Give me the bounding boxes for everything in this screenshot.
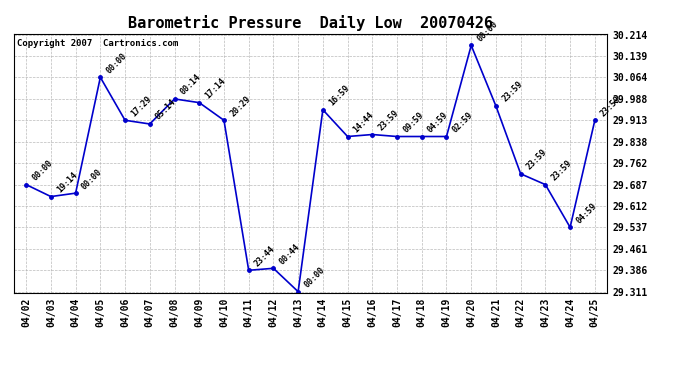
- Text: 00:00: 00:00: [80, 167, 104, 191]
- Text: 02:59: 02:59: [451, 110, 475, 134]
- Text: 05:14: 05:14: [154, 98, 178, 122]
- Text: Copyright 2007  Cartronics.com: Copyright 2007 Cartronics.com: [17, 39, 178, 48]
- Text: 00:00: 00:00: [30, 158, 55, 183]
- Text: 23:44: 23:44: [253, 244, 277, 268]
- Text: 23:59: 23:59: [500, 80, 524, 104]
- Text: 23:59: 23:59: [377, 108, 400, 132]
- Text: 17:29: 17:29: [129, 94, 153, 118]
- Text: 14:44: 14:44: [352, 110, 376, 134]
- Text: 23:59: 23:59: [525, 148, 549, 172]
- Text: 00:14: 00:14: [179, 73, 203, 97]
- Text: 23:59: 23:59: [549, 158, 573, 183]
- Text: 23:59: 23:59: [599, 94, 623, 118]
- Text: 04:59: 04:59: [574, 201, 598, 225]
- Text: 17:14: 17:14: [204, 76, 228, 101]
- Title: Barometric Pressure  Daily Low  20070426: Barometric Pressure Daily Low 20070426: [128, 15, 493, 31]
- Text: 00:00: 00:00: [475, 19, 500, 43]
- Text: 19:14: 19:14: [55, 170, 79, 194]
- Text: 04:59: 04:59: [426, 110, 450, 134]
- Text: 09:59: 09:59: [401, 110, 425, 134]
- Text: 20:29: 20:29: [228, 94, 252, 118]
- Text: 00:00: 00:00: [302, 266, 326, 290]
- Text: 00:00: 00:00: [104, 51, 128, 75]
- Text: 16:59: 16:59: [327, 84, 351, 108]
- Text: 00:44: 00:44: [277, 242, 302, 266]
